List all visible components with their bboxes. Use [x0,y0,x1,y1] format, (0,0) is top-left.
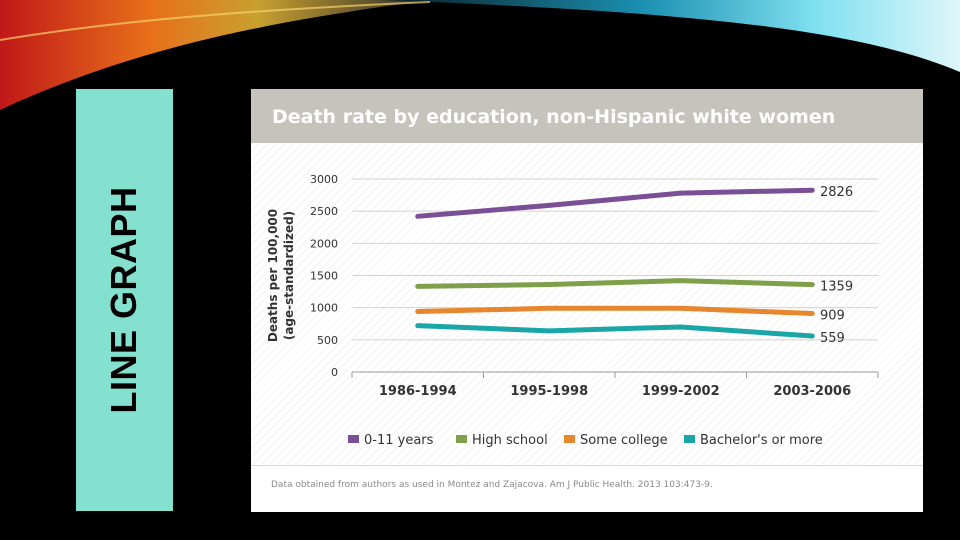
legend-swatch [564,435,575,443]
y-tick-label: 3000 [310,173,338,186]
line-chart: 0 500 1000 1500 2000 2500 3000 1986-1994 1995-19… [266,173,879,448]
banner-cool-swoosh [380,0,960,72]
data-point [810,188,814,192]
legend-label: Some college [580,433,668,448]
data-point [416,284,420,288]
source-bar: Data obtained from authors as used in Mo… [251,465,923,512]
data-point [810,334,814,338]
side-title-panel [76,89,173,511]
chart-card-header: Death rate by education, non-Hispanic wh… [251,89,923,143]
data-point [547,283,551,287]
legend-label: 0-11 years [364,433,434,448]
y-tick-label: 500 [317,334,338,347]
data-point [416,310,420,314]
legend-label: Bachelor's or more [700,433,823,448]
data-point [416,214,420,218]
series-line [415,323,815,339]
x-tick-label: 2003-2006 [773,384,851,399]
x-tick-label: 1995-1998 [510,384,588,399]
series-line [415,187,815,219]
y-axis-label: Deaths per 100,000 [266,209,280,342]
data-point [810,312,814,316]
end-value-label: 1359 [820,280,853,295]
end-value-label: 909 [820,309,845,324]
data-point [679,306,683,310]
y-tick-label: 0 [331,366,338,379]
side-title: LINE GRAPH [103,186,144,414]
end-value-label: 559 [820,331,845,346]
chart-title: Death rate by education, non-Hispanic wh… [272,106,836,128]
y-axis-sublabel: (age-standardized) [282,211,296,340]
data-point [679,325,683,329]
legend-swatch [348,435,359,443]
banner-highlight [0,1,431,41]
legend-swatch [456,435,467,443]
data-point [416,324,420,328]
x-tick-label: 1999-2002 [642,384,720,399]
y-tick-label: 1000 [310,302,338,315]
y-tick-label: 1500 [310,270,338,283]
x-tick-label: 1986-1994 [379,384,457,399]
data-point [547,203,551,207]
source-note: Data obtained from authors as used in Mo… [271,480,713,490]
legend-label: High school [472,433,548,448]
y-tick-label: 2500 [310,205,338,218]
end-value-label: 2826 [820,185,853,200]
data-point [679,191,683,195]
chart-card: Death rate by education, non-Hispanic wh… [251,89,923,512]
decorative-banner [0,0,960,110]
data-point [547,306,551,310]
y-tick-label: 2000 [310,237,338,250]
data-point [810,283,814,287]
data-point [547,329,551,333]
banner-warm-swoosh [0,0,430,110]
legend-swatch [684,435,695,443]
chart-area: 0 500 1000 1500 2000 2500 3000 1986-1994 1995-19… [251,143,923,465]
series-line [415,305,815,317]
data-point [679,279,683,283]
series-line [415,278,815,289]
